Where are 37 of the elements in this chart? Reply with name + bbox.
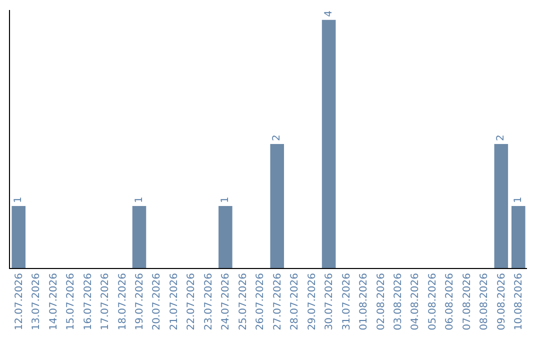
x-tick-label: 13.07.2026 [31,273,42,330]
x-tick-label: 17.07.2026 [100,273,112,330]
x-tick-label: 07.08.2026 [462,273,473,330]
x-tick-label: 12.07.2026 [14,273,25,330]
data-label: 2 [272,134,283,141]
x-tick-label: 02.08.2026 [376,273,387,330]
x-tick-label: 14.07.2026 [48,273,60,330]
x-tick-label: 26.07.2026 [255,273,266,330]
x-tick-label: 31.07.2026 [341,273,352,330]
x-tick-label: 22.07.2026 [186,273,198,330]
x-tick-label: 05.08.2026 [427,273,438,330]
x-tick-label: 29.07.2026 [306,273,318,330]
data-label: 1 [512,196,524,203]
x-tick-label: 27.07.2026 [272,273,284,330]
data-label: 2 [496,134,507,141]
x-tick-label: 10.08.2026 [514,273,525,330]
x-tick-label: 25.07.2026 [238,273,249,330]
data-label: 1 [220,196,231,203]
x-tick-label: 04.08.2026 [410,273,422,330]
x-tick-label: 15.07.2026 [66,273,77,330]
x-tick-label: 24.07.2026 [220,273,232,330]
x-tick-label: 09.08.2026 [496,273,508,330]
x-tick-label: 01.08.2026 [358,273,370,330]
x-tick-label: 16.07.2026 [82,273,94,330]
x-tick-label: 20.07.2026 [152,273,163,330]
x-tick-label: 30.07.2026 [324,273,336,330]
data-label: 4 [323,10,334,17]
x-tick-label: 18.07.2026 [117,273,128,330]
x-tick-label: 06.08.2026 [444,273,456,330]
data-label: 1 [13,196,24,203]
x-tick-label: 19.07.2026 [134,273,146,330]
x-tick-label: 23.07.2026 [203,273,214,330]
x-tick-label: 08.08.2026 [479,273,490,330]
x-tick-label: 03.08.2026 [393,273,404,330]
x-tick-label: 21.07.2026 [168,273,180,330]
x-tick-label: 28.07.2026 [290,273,301,330]
data-label: 1 [134,196,145,203]
